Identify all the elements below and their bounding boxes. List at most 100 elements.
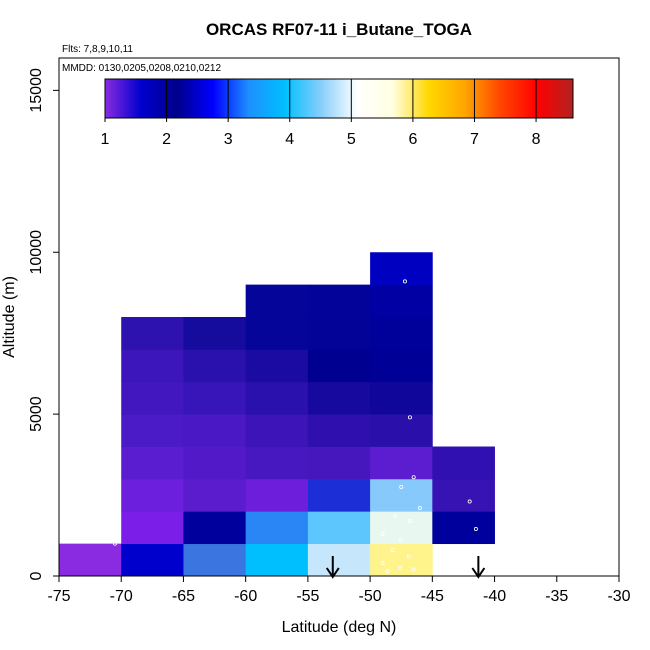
heatmap-cell xyxy=(307,511,371,545)
sample-point xyxy=(402,279,407,284)
colorbar-tick-label: 1 xyxy=(101,131,110,148)
colorbar-tick-label: 7 xyxy=(470,131,479,148)
heatmap-cell xyxy=(432,478,495,512)
heatmap-cell xyxy=(370,414,433,447)
sample-point xyxy=(407,518,412,523)
heatmap-cell xyxy=(121,446,184,480)
sample-point xyxy=(467,499,472,504)
down-arrow-icon xyxy=(471,556,486,579)
sample-point xyxy=(399,538,404,543)
heatmap-cell xyxy=(245,414,309,447)
heatmap-cell xyxy=(245,446,309,480)
x-tick-label: -75 xyxy=(47,588,70,605)
sample-point xyxy=(380,531,385,536)
sample-points xyxy=(113,279,500,574)
y-tick-label: 15000 xyxy=(28,68,45,113)
heatmap-cell xyxy=(121,543,184,577)
heatmap-cell xyxy=(370,478,433,512)
down-arrow-icon xyxy=(325,556,340,579)
x-tick-label: -40 xyxy=(483,588,506,605)
x-tick-label: -30 xyxy=(607,588,630,605)
arrow-head xyxy=(471,567,486,579)
x-tick-label: -70 xyxy=(110,588,133,605)
heatmap-cell xyxy=(183,317,247,350)
heatmap-cell xyxy=(307,446,371,480)
x-tick-label: -60 xyxy=(234,588,257,605)
sample-point xyxy=(385,569,390,574)
x-tick-label: -35 xyxy=(545,588,568,605)
chart-title: ORCAS RF07-11 i_Butane_TOGA xyxy=(206,20,472,39)
heatmap-cell xyxy=(245,317,309,350)
colorbar: 1 2 3 4 5 6 7 8 xyxy=(101,78,574,148)
heatmap-cell xyxy=(432,511,495,545)
heatmap-cell xyxy=(121,349,184,383)
heatmap-cell xyxy=(245,284,309,318)
sample-point xyxy=(380,561,385,566)
colorbar-tick-label: 5 xyxy=(347,131,356,148)
colorbar-tick-label: 6 xyxy=(408,131,417,148)
heatmap-cell xyxy=(183,414,247,447)
heatmap-cell xyxy=(183,349,247,383)
sample-point xyxy=(113,541,118,546)
heatmap-cell xyxy=(432,446,495,480)
x-tick-label: -50 xyxy=(359,588,382,605)
sample-point xyxy=(406,554,411,559)
heatmap-cell xyxy=(307,284,371,318)
heatmap-cell xyxy=(183,511,247,545)
sample-point xyxy=(399,484,404,489)
flights-note: Flts: 7,8,9,10,11 xyxy=(62,44,133,55)
colorbar-tick-label: 4 xyxy=(285,131,294,148)
sample-point xyxy=(390,548,395,553)
colorbar-tick-label: 8 xyxy=(532,131,541,148)
heatmap-cells xyxy=(59,252,495,577)
heatmap-cell xyxy=(370,349,433,383)
x-tick-label: -45 xyxy=(421,588,444,605)
latitude-arrows xyxy=(325,556,486,579)
heatmap-cell xyxy=(307,478,371,512)
heatmap-cell xyxy=(370,317,433,350)
heatmap-cell xyxy=(307,317,371,350)
x-axis: -75 -70 -65 -60 -55 -50 -45 -40 -35 -30 xyxy=(47,576,631,605)
sample-point xyxy=(392,514,397,519)
heatmap-cell xyxy=(183,446,247,480)
x-tick-label: -55 xyxy=(296,588,319,605)
heatmap-cell xyxy=(121,414,184,447)
arrow-head xyxy=(325,567,340,579)
colorbar-tick-label: 3 xyxy=(224,131,233,148)
sample-point xyxy=(407,415,412,420)
sample-point xyxy=(411,567,416,572)
colorbar-gradient xyxy=(104,78,574,119)
y-axis-label: Altitude (m) xyxy=(1,276,18,358)
heatmap-cell xyxy=(59,543,122,577)
y-tick-label: 0 xyxy=(28,571,45,580)
heatmap-cell xyxy=(245,381,309,415)
heatmap-cell xyxy=(307,414,371,447)
heatmap-cell xyxy=(121,478,184,512)
dates-note: MMDD: 0130,0205,0208,0210,0212 xyxy=(62,63,221,74)
heatmap-cell xyxy=(183,478,247,512)
sample-point xyxy=(411,475,416,480)
sample-point xyxy=(115,339,120,344)
heatmap-cell xyxy=(121,511,184,545)
heatmap-cell xyxy=(121,317,184,350)
plot-frame xyxy=(58,57,620,577)
heatmap-cell xyxy=(183,381,247,415)
heatmap-cell xyxy=(307,349,371,383)
y-tick-label: 5000 xyxy=(28,396,45,432)
heatmap-cell xyxy=(370,284,433,318)
sample-point xyxy=(417,506,422,511)
x-tick-label: -65 xyxy=(172,588,195,605)
heatmap-cell xyxy=(245,543,309,577)
heatmap-cell xyxy=(245,349,309,383)
y-tick-label: 10000 xyxy=(28,230,45,275)
heatmap-cell xyxy=(245,511,309,545)
heatmap-cell xyxy=(370,446,433,480)
sample-point xyxy=(495,459,500,464)
heatmap-cell xyxy=(183,543,247,577)
heatmap-cell xyxy=(370,543,433,577)
y-axis: 0 5000 10000 15000 xyxy=(28,68,59,580)
heatmap-cell xyxy=(370,381,433,415)
heatmap-cell xyxy=(307,543,371,577)
heatmap-cell xyxy=(307,381,371,415)
sample-point xyxy=(473,527,478,532)
